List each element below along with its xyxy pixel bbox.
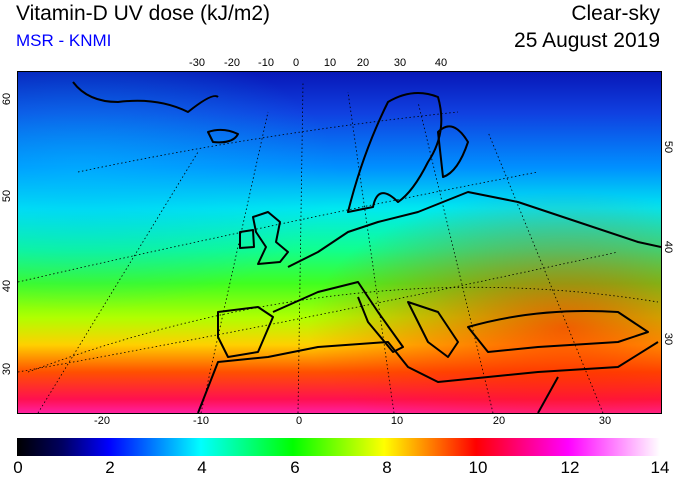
left-lat-label: 30	[1, 362, 14, 376]
balkans-coast	[407, 301, 459, 358]
greenland-coast	[72, 81, 219, 113]
colorbar-label: 0	[13, 458, 23, 477]
top-lon-label: 30	[393, 57, 407, 69]
colorbar	[17, 438, 660, 456]
map-overlay	[18, 72, 661, 413]
top-lon-label: 20	[356, 57, 370, 69]
colorbar-label: 8	[382, 458, 392, 477]
scandinavia-coast	[347, 92, 443, 213]
iceland-coast	[207, 128, 239, 144]
bottom-lon-label: -20	[94, 415, 110, 427]
colorbar-label: 12	[560, 458, 580, 477]
colorbar-label: 4	[197, 458, 207, 477]
finland-coast	[437, 125, 469, 178]
left-lat-label: 40	[1, 279, 14, 293]
bottom-lon-label: 10	[390, 415, 404, 427]
source-label: MSR - KNMI	[16, 31, 112, 50]
colorbar-label: 10	[468, 458, 488, 477]
colorbar-label: 14	[650, 458, 670, 477]
great-britain-coast	[252, 211, 289, 265]
bottom-lon-label: -10	[193, 415, 209, 427]
right-lat-label: 40	[662, 240, 675, 254]
top-lon-label: 0	[292, 57, 300, 69]
iberia-coast	[217, 306, 274, 358]
top-lon-label: 10	[323, 57, 337, 69]
graticule	[18, 81, 659, 413]
uv-dose-map	[17, 71, 662, 414]
top-lon-label: 40	[434, 57, 448, 69]
colorbar-label: 2	[105, 458, 115, 477]
top-lon-label: -30	[189, 57, 205, 69]
left-lat-label: 60	[1, 92, 14, 106]
top-lon-label: -10	[258, 57, 274, 69]
coastlines	[72, 81, 661, 413]
ireland-coast	[239, 229, 255, 249]
italy-coast	[272, 281, 404, 353]
right-lat-label: 50	[662, 140, 675, 154]
turkey-coast	[467, 310, 649, 353]
border-line	[537, 376, 559, 413]
bottom-lon-label: 0	[295, 415, 303, 427]
date-label: 25 August 2019	[514, 29, 660, 52]
cool-region	[18, 72, 661, 413]
map-title: Vitamin-D UV dose (kJ/m2)	[16, 2, 271, 25]
bottom-lon-label: 20	[492, 415, 506, 427]
condition-label: Clear-sky	[571, 2, 660, 25]
north-coast	[287, 191, 661, 268]
bottom-lon-label: 30	[598, 415, 612, 427]
top-lon-label: -20	[224, 57, 240, 69]
right-lat-label: 30	[662, 332, 675, 346]
left-lat-label: 50	[1, 189, 14, 203]
africa-coast	[197, 341, 659, 413]
colorbar-label: 6	[290, 458, 300, 477]
